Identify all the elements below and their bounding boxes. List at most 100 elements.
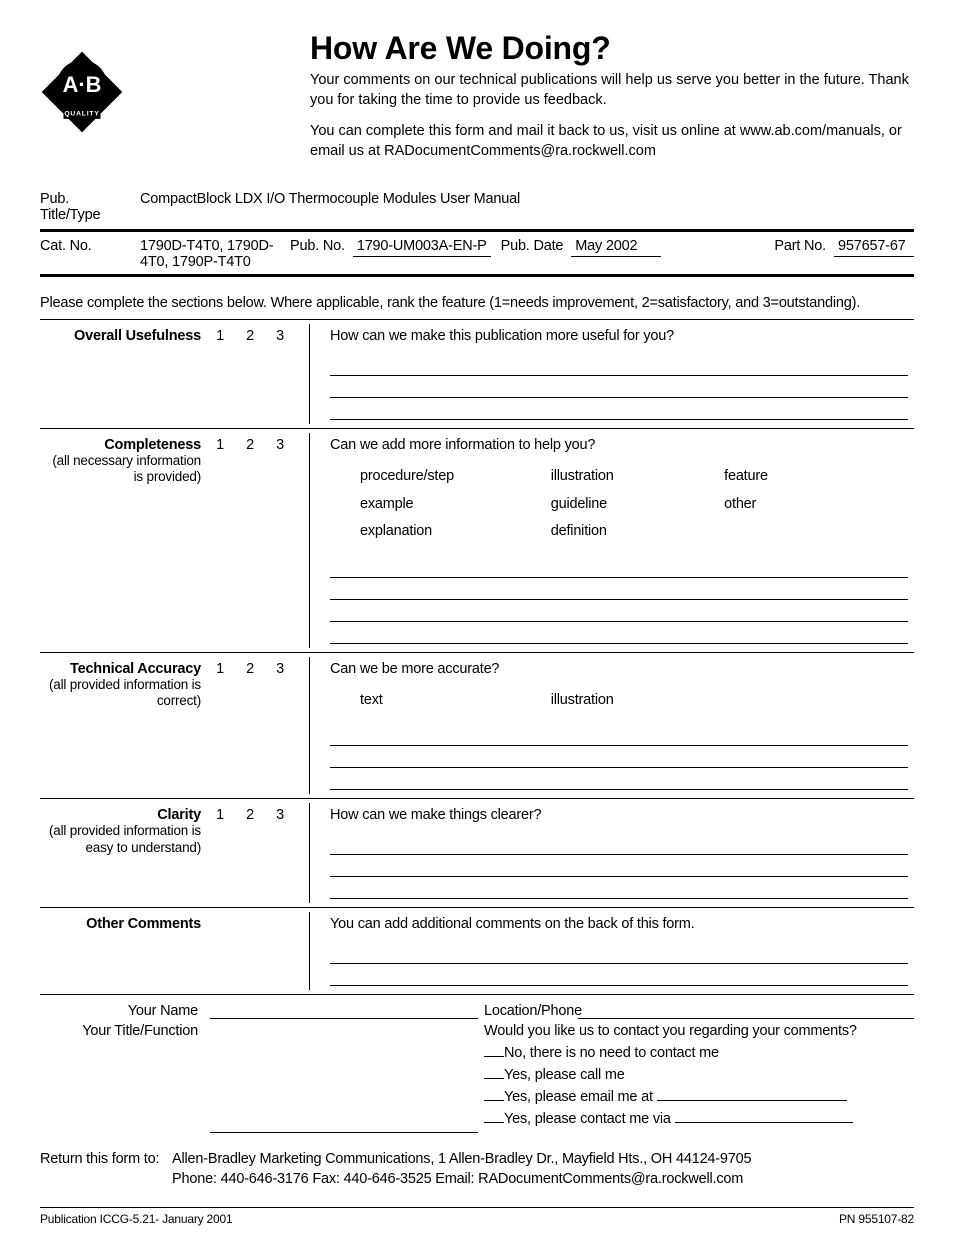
- pub-date-value: May 2002: [571, 238, 661, 257]
- opt-other[interactable]: other: [724, 491, 867, 519]
- completeness-options: procedure/step example explanation illus…: [330, 463, 908, 546]
- accuracy-sub: (all provided information is correct): [40, 677, 201, 709]
- rank-3[interactable]: 3: [276, 328, 284, 420]
- logo-wrap: A·B QUALITY: [40, 30, 270, 173]
- other-title: Other Comments: [40, 916, 201, 932]
- meta-row-2: Cat. No. 1790D-T4T0, 1790D-4T0, 1790P-T4…: [40, 238, 914, 270]
- footer-left: Publication ICCG-5.21- January 2001: [40, 1212, 232, 1226]
- section-clarity: Clarity (all provided information is eas…: [40, 798, 914, 907]
- intro-line-2: You can complete this form and mail it b…: [310, 122, 914, 161]
- page-title: How Are We Doing?: [310, 30, 914, 67]
- opt-text[interactable]: text: [360, 687, 521, 715]
- your-title-field[interactable]: [210, 1023, 478, 1133]
- ab-quality-logo: A·B QUALITY: [40, 50, 124, 134]
- return-addr: Allen-Bradley Marketing Communications, …: [172, 1151, 751, 1167]
- contact-opt-call[interactable]: Yes, please call me: [484, 1067, 914, 1083]
- divider: [309, 803, 310, 903]
- accuracy-title: Technical Accuracy: [40, 661, 201, 677]
- rank-1[interactable]: 1: [216, 661, 224, 791]
- rank-2[interactable]: 2: [246, 661, 254, 791]
- usefulness-rank[interactable]: 1 2 3: [205, 320, 295, 428]
- usefulness-title: Overall Usefulness: [40, 328, 201, 344]
- usefulness-prompt: How can we make this publication more us…: [330, 328, 908, 344]
- opt-guideline[interactable]: guideline: [551, 491, 694, 519]
- rule-2: [40, 274, 914, 277]
- rank-2[interactable]: 2: [246, 328, 254, 420]
- clarity-lines[interactable]: [330, 833, 908, 899]
- cat-no-value: 1790D-T4T0, 1790D-4T0, 1790P-T4T0: [140, 238, 280, 270]
- section-other: Other Comments You can add additional co…: [40, 907, 914, 994]
- header-text: How Are We Doing? Your comments on our t…: [310, 30, 914, 173]
- opt-definition[interactable]: definition: [551, 518, 694, 546]
- opt-procedure[interactable]: procedure/step: [360, 463, 521, 491]
- divider: [309, 912, 310, 990]
- completeness-sub: (all necessary information is provided): [40, 453, 201, 485]
- contact-opt-no[interactable]: No, there is no need to contact me: [484, 1045, 914, 1061]
- location-phone-label: Location/Phone: [478, 1003, 578, 1019]
- rule-1: [40, 229, 914, 232]
- completeness-rank[interactable]: 1 2 3: [205, 429, 295, 652]
- clarity-prompt: How can we make things clearer?: [330, 807, 908, 823]
- opt-feature[interactable]: feature: [724, 463, 867, 491]
- section-usefulness: Overall Usefulness 1 2 3 How can we make…: [40, 320, 914, 428]
- pub-no-label: Pub. No.: [290, 238, 345, 254]
- other-rank-spacer: [205, 908, 295, 994]
- contact-question: Would you like us to contact you regardi…: [484, 1023, 914, 1039]
- return-label: Return this form to:: [40, 1151, 160, 1167]
- pub-title-label: Pub. Title/Type: [40, 191, 132, 223]
- rank-1[interactable]: 1: [216, 328, 224, 420]
- footer-right: PN 955107-82: [839, 1212, 914, 1226]
- completeness-title: Completeness: [40, 437, 201, 453]
- rank-2[interactable]: 2: [246, 807, 254, 899]
- clarity-sub: (all provided information is easy to und…: [40, 823, 201, 855]
- rank-3[interactable]: 3: [276, 807, 284, 899]
- intro-line-1: Your comments on our technical publicati…: [310, 71, 914, 110]
- rank-3[interactable]: 3: [276, 437, 284, 644]
- accuracy-rank[interactable]: 1 2 3: [205, 653, 295, 799]
- section-completeness: Completeness (all necessary information …: [40, 428, 914, 652]
- instructions: Please complete the sections below. Wher…: [40, 295, 914, 311]
- location-phone-field[interactable]: [578, 1003, 914, 1019]
- meta-row-1: Pub. Title/Type CompactBlock LDX I/O The…: [40, 191, 914, 223]
- contact-block: Your Name Location/Phone Your Title/Func…: [40, 1003, 914, 1133]
- opt-illustration[interactable]: illustration: [551, 463, 694, 491]
- clarity-rank[interactable]: 1 2 3: [205, 799, 295, 907]
- completeness-prompt: Can we add more information to help you?: [330, 437, 908, 453]
- svg-text:A·B: A·B: [63, 72, 102, 97]
- other-prompt: You can add additional comments on the b…: [330, 916, 908, 932]
- usefulness-lines[interactable]: [330, 354, 908, 420]
- accuracy-prompt: Can we be more accurate?: [330, 661, 908, 677]
- svg-text:QUALITY: QUALITY: [64, 111, 99, 118]
- your-name-label: Your Name: [40, 1003, 210, 1019]
- divider: [309, 324, 310, 424]
- part-no-label: Part No.: [774, 238, 826, 254]
- pub-date-label: Pub. Date: [501, 238, 564, 254]
- opt-explanation[interactable]: explanation: [360, 518, 521, 546]
- divider: [309, 657, 310, 795]
- your-title-label: Your Title/Function: [40, 1023, 210, 1133]
- rank-3[interactable]: 3: [276, 661, 284, 791]
- accuracy-options: text illustration: [330, 687, 908, 715]
- form-body: Overall Usefulness 1 2 3 How can we make…: [40, 319, 914, 995]
- divider: [309, 433, 310, 648]
- contact-opt-email[interactable]: Yes, please email me at: [484, 1089, 914, 1105]
- pub-no-value: 1790-UM003A-EN-P: [353, 238, 491, 257]
- part-no-value: 957657-67: [834, 238, 914, 257]
- accuracy-lines[interactable]: [330, 724, 908, 790]
- footer: Publication ICCG-5.21- January 2001 PN 9…: [40, 1207, 914, 1226]
- clarity-title: Clarity: [40, 807, 201, 823]
- cat-no-label: Cat. No.: [40, 238, 132, 254]
- opt-example[interactable]: example: [360, 491, 521, 519]
- completeness-lines[interactable]: [330, 556, 908, 644]
- contact-opt-other[interactable]: Yes, please contact me via: [484, 1111, 914, 1127]
- opt-illustration-2[interactable]: illustration: [551, 687, 694, 715]
- header: A·B QUALITY How Are We Doing? Your comme…: [40, 30, 914, 173]
- other-lines[interactable]: [330, 942, 908, 986]
- rank-2[interactable]: 2: [246, 437, 254, 644]
- rank-1[interactable]: 1: [216, 807, 224, 899]
- return-phone: Phone: 440-646-3176 Fax: 440-646-3525 Em…: [172, 1171, 743, 1187]
- return-block: Return this form to: Allen-Bradley Marke…: [40, 1151, 914, 1187]
- rank-1[interactable]: 1: [216, 437, 224, 644]
- your-name-field[interactable]: [210, 1003, 478, 1019]
- section-accuracy: Technical Accuracy (all provided informa…: [40, 652, 914, 799]
